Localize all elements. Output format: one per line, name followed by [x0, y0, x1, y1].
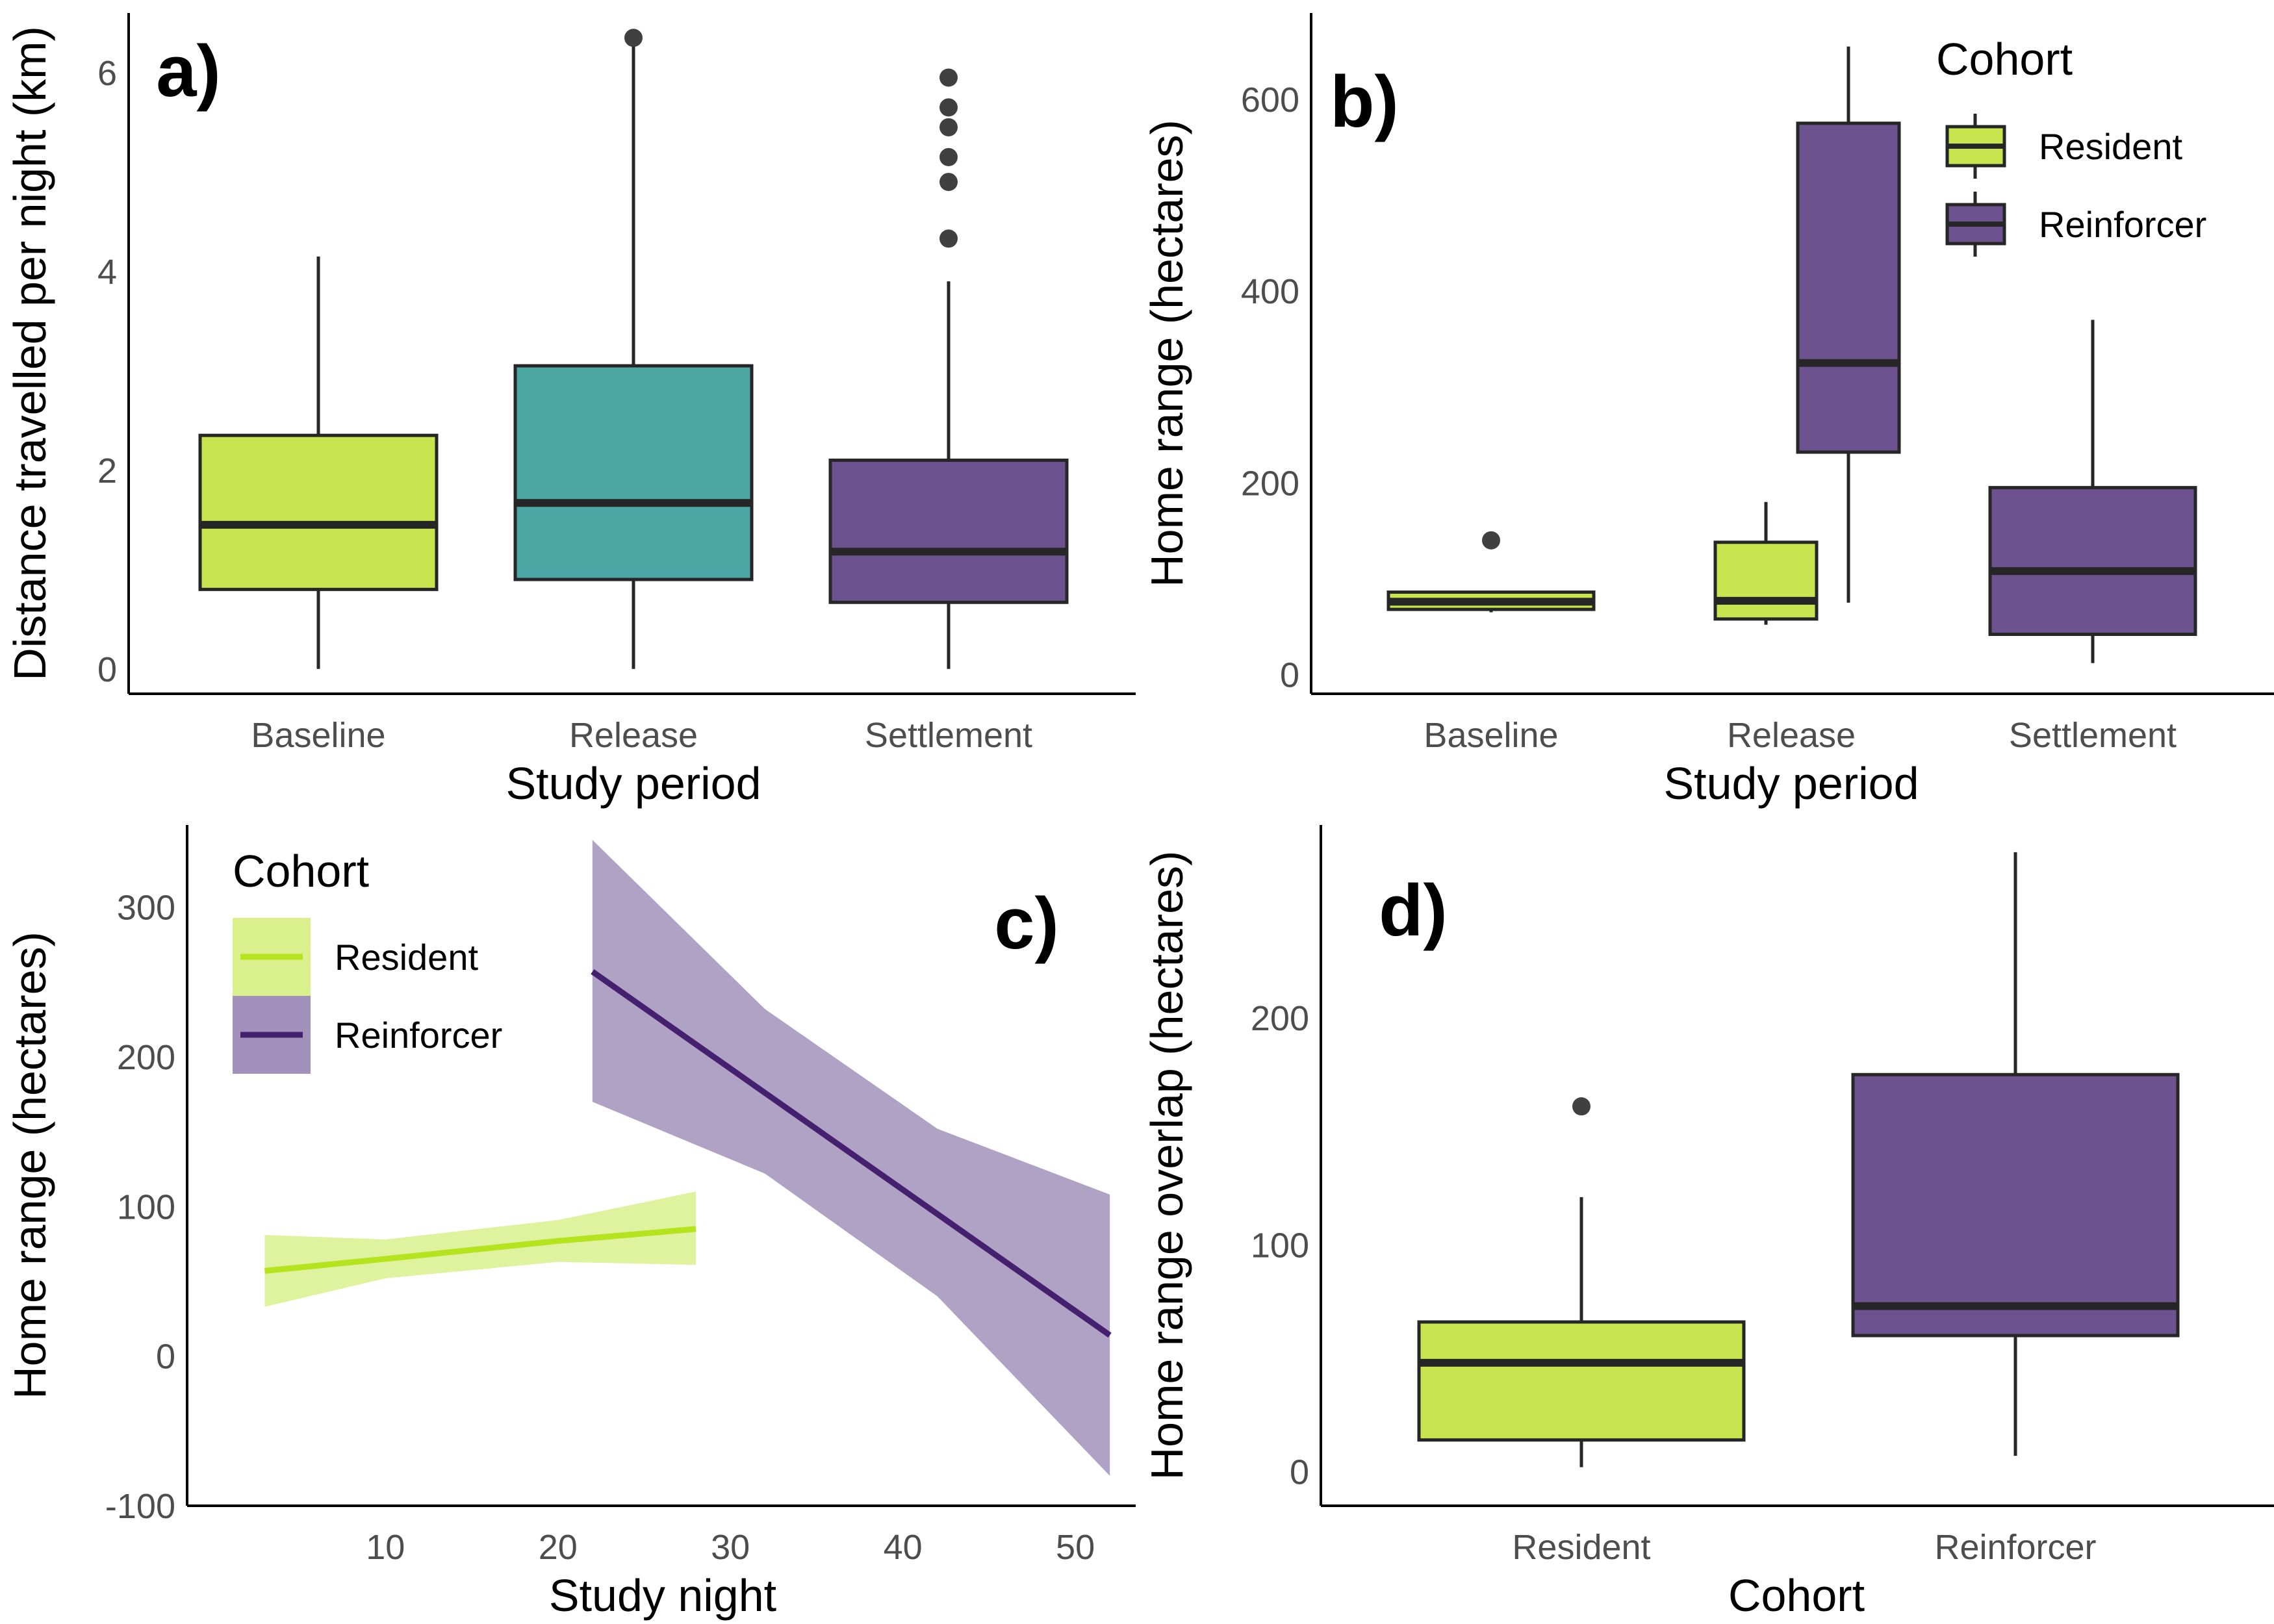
- x-tick-label: Release: [569, 716, 698, 755]
- legend: Cohort Resident Reinforcer: [1936, 34, 2206, 257]
- legend: Cohort Resident Reinforcer: [233, 846, 502, 1074]
- box-settlement-reinforcer-iqr: [1988, 486, 2197, 636]
- legend-label-resident: Resident: [2039, 126, 2182, 167]
- y-axis-title: Home range overlap (hectares): [1142, 851, 1192, 1480]
- box-release-iqr: [513, 364, 754, 581]
- box-settlement-outlier: [939, 68, 958, 87]
- x-tick-label: 50: [1056, 1528, 1095, 1567]
- y-tick-label: 0: [1290, 1453, 1309, 1492]
- box-settlement-outlier: [939, 229, 958, 248]
- y-tick-label: 0: [1280, 655, 1299, 694]
- box-baseline-iqr: [198, 433, 439, 591]
- legend-label-reinforcer: Reinforcer: [2039, 204, 2206, 245]
- box-baseline-resident-outlier: [1482, 531, 1500, 550]
- legend-title: Cohort: [1936, 34, 2073, 84]
- panel-c: -100 0 100 200 300 c) Study night Home range (h…: [5, 825, 1136, 1621]
- panel-label: d): [1379, 870, 1448, 951]
- x-tick-label: Baseline: [1424, 716, 1558, 755]
- legend-label-reinforcer: Reinforcer: [335, 1015, 502, 1056]
- y-tick-label: 6: [97, 54, 117, 93]
- panel-label: a): [156, 31, 221, 112]
- y-tick-label: 300: [117, 889, 175, 928]
- box-release-reinforcer-iqr: [1796, 121, 1901, 454]
- box-settlement-outlier: [939, 173, 958, 192]
- y-tick-label: 600: [1241, 81, 1299, 120]
- y-tick-label: 200: [1251, 999, 1309, 1038]
- x-tick-label: 30: [711, 1528, 750, 1567]
- y-tick-label: 0: [97, 650, 117, 689]
- x-axis-title: Study period: [505, 758, 761, 809]
- x-tick-label: 10: [366, 1528, 405, 1567]
- x-tick-label: Reinforcer: [1934, 1528, 2096, 1567]
- series-resident-line: [264, 1226, 696, 1274]
- x-tick-label: Settlement: [865, 716, 1032, 755]
- box-release-resident-iqr: [1713, 540, 1819, 621]
- box-settlement-outlier: [939, 98, 958, 117]
- box-resident-iqr: [1417, 1320, 1746, 1442]
- y-tick-label: 400: [1241, 272, 1299, 311]
- y-tick-label: 4: [97, 253, 117, 292]
- y-tick-label: 200: [1241, 464, 1299, 503]
- panel-a: 0 2 4 6 a) Study period Distance travelled per…: [5, 13, 1136, 809]
- x-tick-label: Settlement: [2009, 716, 2177, 755]
- legend-title: Cohort: [233, 846, 369, 896]
- x-tick-label: Resident: [1512, 1528, 1650, 1567]
- panel-label: c): [994, 883, 1059, 964]
- panel-b: 0 200 400 600 b) Study period Home range (hect…: [1142, 13, 2274, 809]
- legend-label-resident: Resident: [335, 937, 478, 978]
- x-axis-title: Cohort: [1728, 1570, 1865, 1621]
- y-axis-title: Home range (hectares): [5, 932, 55, 1399]
- box-resident-outlier: [1572, 1097, 1591, 1116]
- y-tick-label: 0: [156, 1338, 175, 1377]
- series-reinforcer-line: [591, 969, 1112, 1338]
- y-tick-label: -100: [105, 1487, 175, 1526]
- x-axis-title: Study period: [1663, 758, 1919, 809]
- box-settlement-outlier: [939, 118, 958, 136]
- x-tick-label: Release: [1727, 716, 1856, 755]
- series-reinforcer-confidence-band: [592, 840, 1110, 1476]
- x-tick-label: Baseline: [251, 716, 385, 755]
- panel-label: b): [1330, 61, 1399, 142]
- box-reinforcer-iqr: [1851, 1072, 2180, 1338]
- y-tick-label: 2: [97, 451, 117, 490]
- y-tick-label: 200: [117, 1038, 175, 1077]
- y-axis-title: Home range (hectares): [1142, 120, 1192, 587]
- box-settlement-outlier: [939, 147, 958, 166]
- box-settlement-iqr: [828, 458, 1069, 604]
- y-tick-label: 100: [117, 1187, 175, 1226]
- x-tick-label: 40: [884, 1528, 923, 1567]
- panel-d: 0 100 200 d) Cohort Home range overlap (hecta…: [1142, 825, 2274, 1621]
- x-tick-label: 20: [539, 1528, 578, 1567]
- y-axis-title: Distance travelled per night (km): [5, 26, 55, 681]
- y-tick-label: 100: [1251, 1226, 1309, 1265]
- x-axis-title: Study night: [549, 1570, 776, 1621]
- box-release-outlier: [624, 29, 643, 47]
